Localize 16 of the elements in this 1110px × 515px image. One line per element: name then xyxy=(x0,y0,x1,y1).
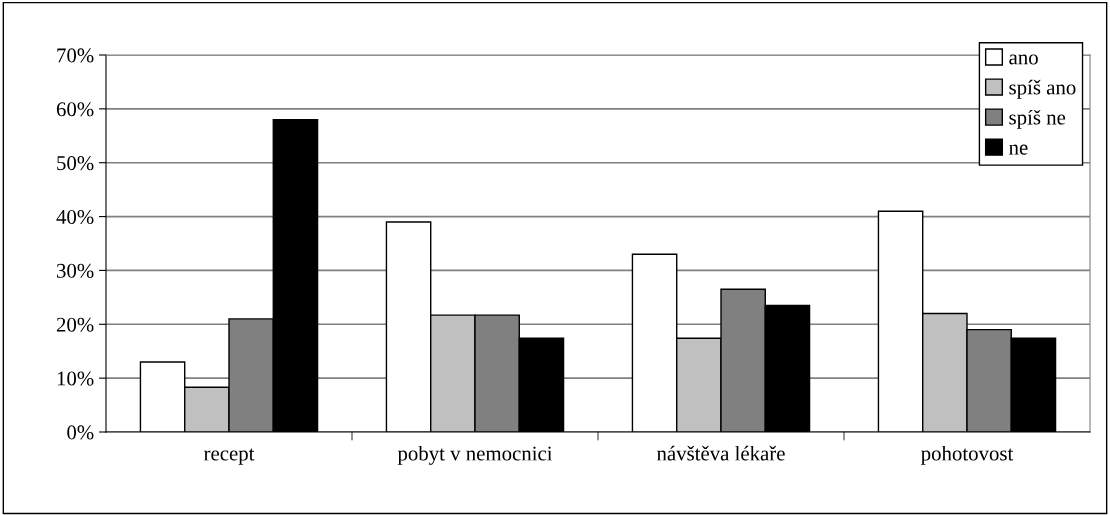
legend-label: spíš ne xyxy=(1009,109,1066,129)
legend-label: spíš ano xyxy=(1009,79,1076,99)
y-tick-label: 40% xyxy=(56,209,94,225)
y-tick-label: 50% xyxy=(57,156,94,171)
y-tick-label: 70% xyxy=(57,48,94,63)
x-tick-label: recept xyxy=(203,448,255,465)
y-tick-label: 30% xyxy=(57,263,94,278)
y-tick-label: 0% xyxy=(67,425,94,440)
y-tick-label: 10% xyxy=(57,371,94,386)
y-tick-label: 60% xyxy=(56,102,94,117)
x-tick-label: pobyt v nemocnici xyxy=(397,445,553,465)
x-tick-label: pohotovost xyxy=(921,445,1014,465)
x-tick-label: návštěva lékaře xyxy=(656,445,785,461)
legend-label: ano xyxy=(1009,54,1038,65)
y-tick-label: 20% xyxy=(56,317,94,332)
legend-label: ne xyxy=(1009,144,1028,155)
